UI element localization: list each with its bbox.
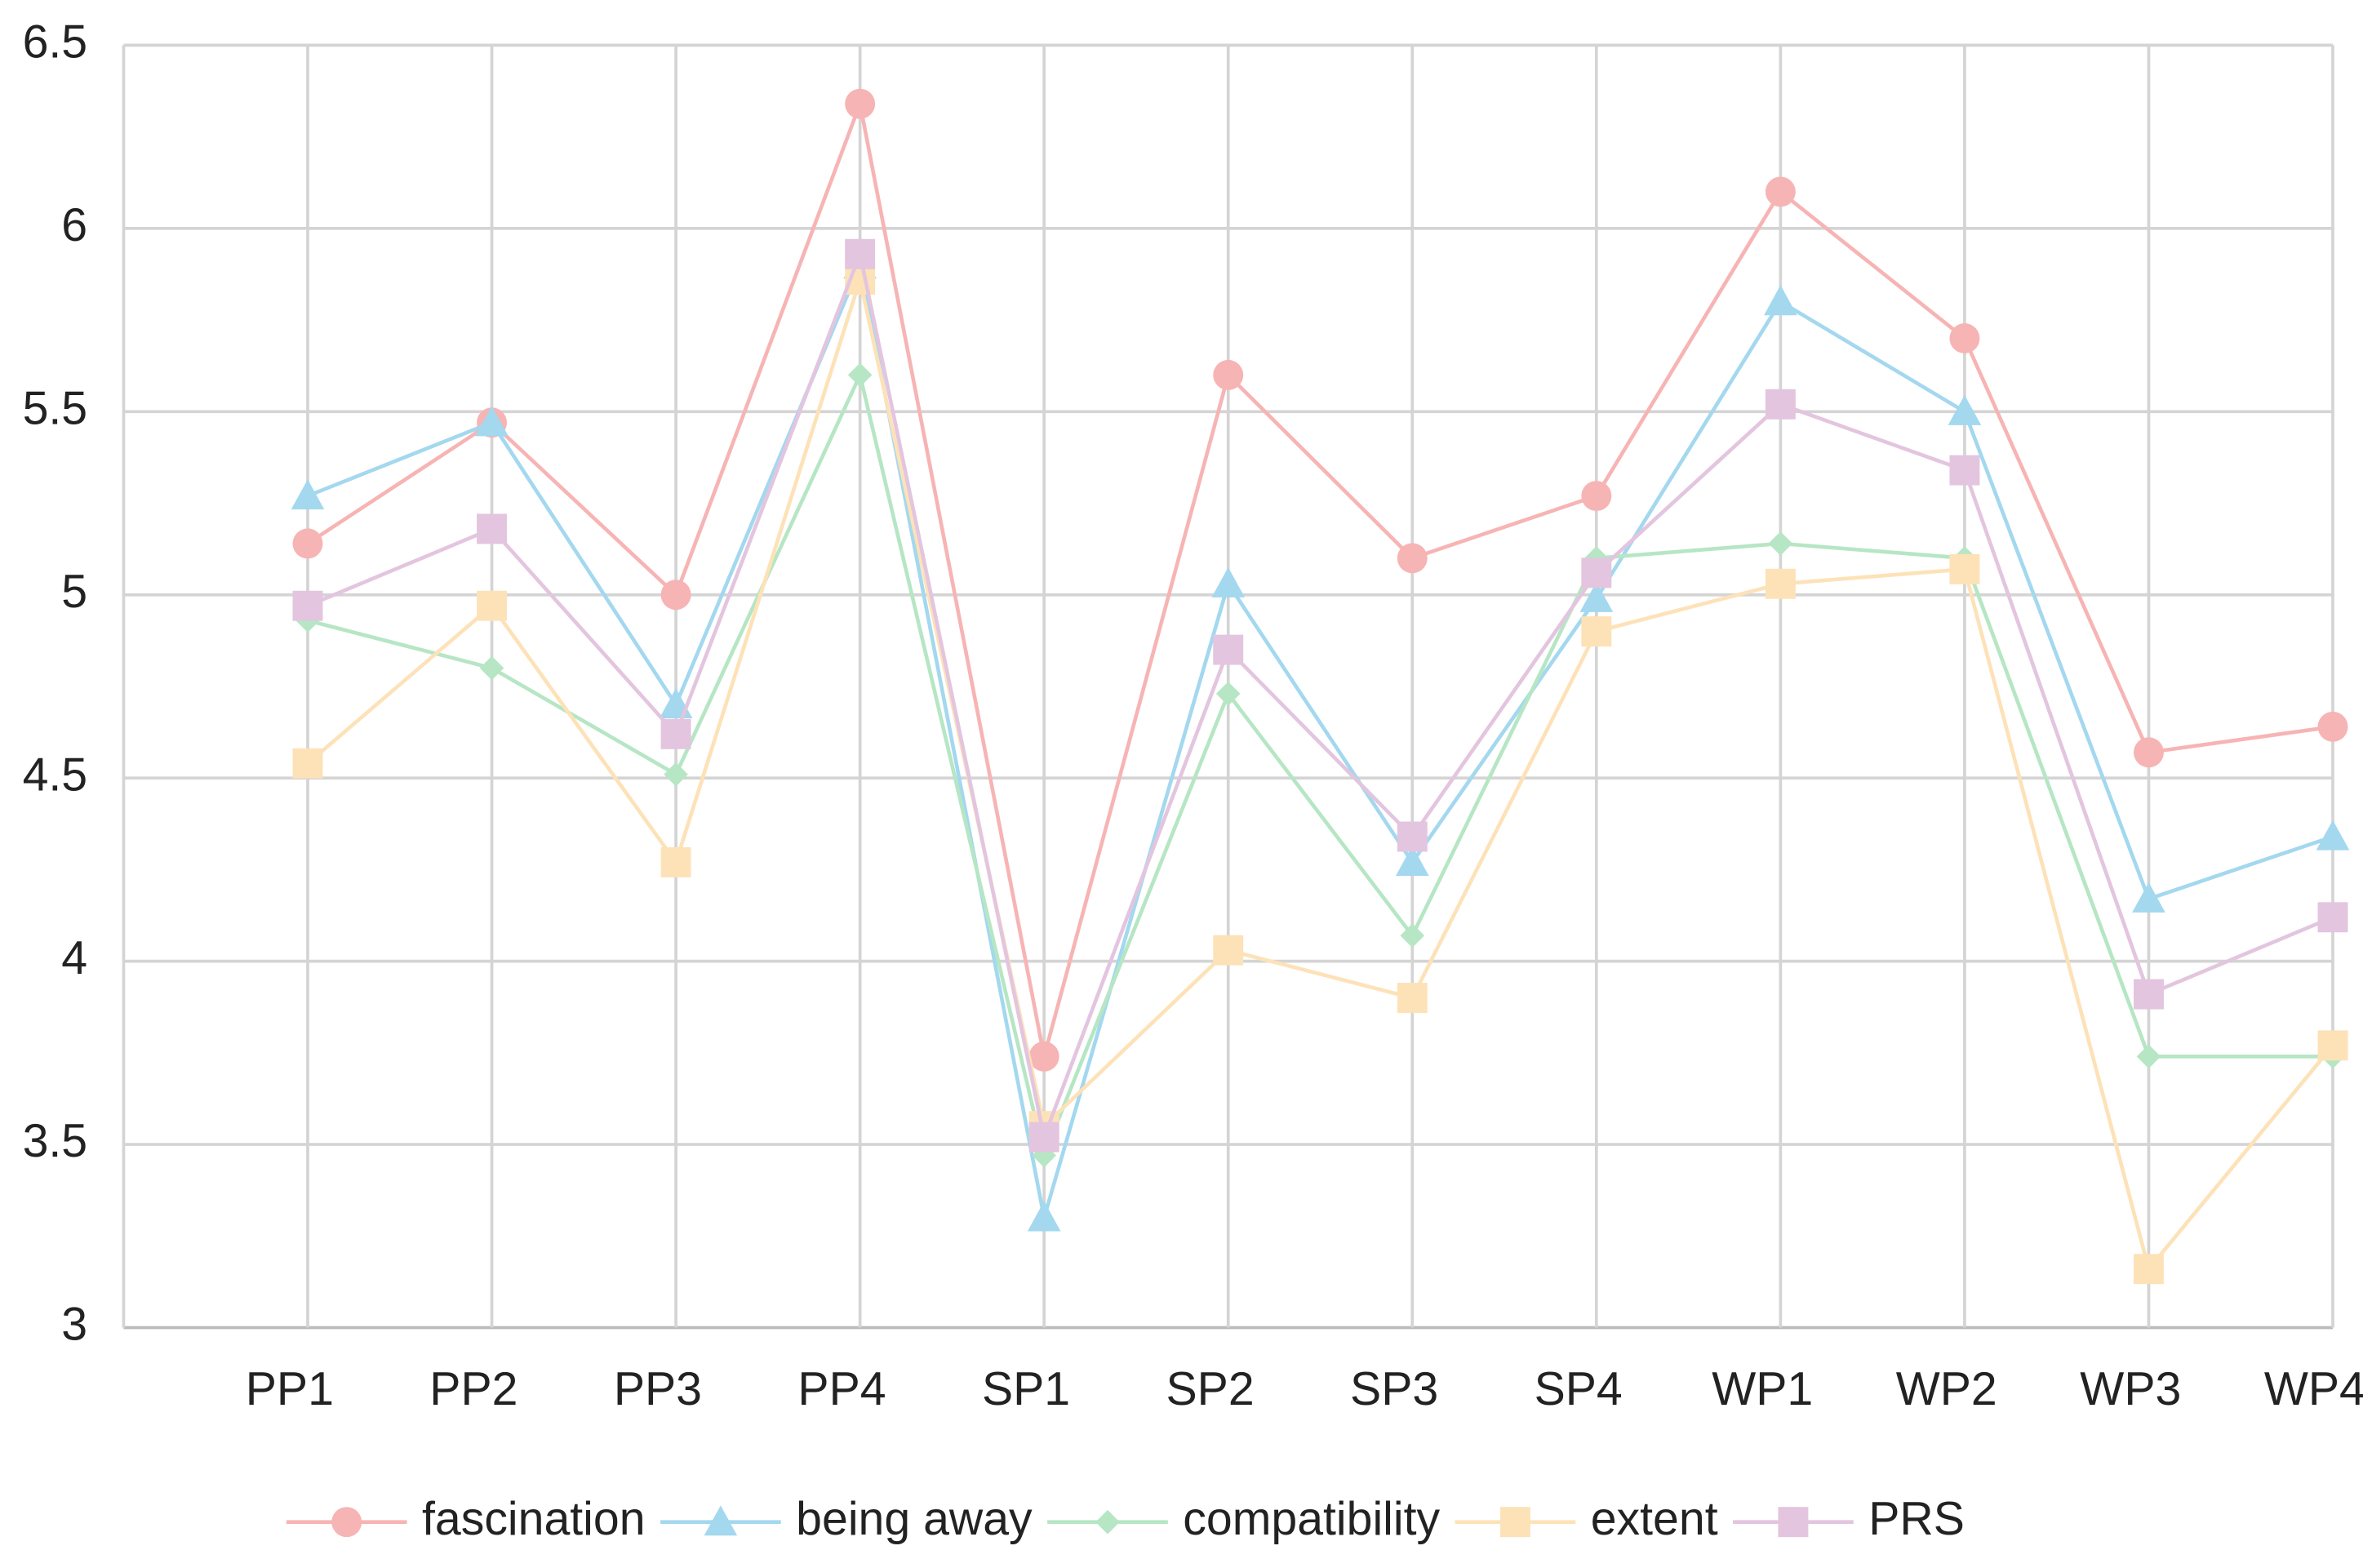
- series-line: [306, 272, 2334, 1273]
- y-tick-label: 5: [61, 566, 87, 618]
- x-tick-label: SP1: [982, 1363, 1070, 1415]
- data-point: [660, 580, 691, 611]
- legend-label: compatibility: [1183, 1493, 1440, 1545]
- y-tick-label: 5.5: [23, 382, 88, 434]
- data-point: [291, 479, 325, 510]
- data-point: [1397, 821, 1428, 852]
- x-tick-label: PP3: [614, 1363, 702, 1415]
- x-tick-label: PP2: [429, 1363, 517, 1415]
- data-point: [2317, 711, 2348, 742]
- y-tick-label: 6: [61, 199, 87, 251]
- y-tick-label: 4: [61, 932, 87, 984]
- data-point: [2317, 1030, 2348, 1061]
- data-point: [1581, 481, 1612, 511]
- data-point: [477, 590, 508, 621]
- data-point: [479, 655, 504, 681]
- data-point: [2136, 1044, 2161, 1069]
- data-point: [1397, 983, 1428, 1013]
- series-line: [307, 258, 2334, 1219]
- data-point: [660, 846, 691, 877]
- x-tick-label: WP3: [2080, 1363, 2181, 1415]
- data-point: [2132, 882, 2165, 913]
- data-point: [2134, 979, 2164, 1010]
- data-point: [2134, 1254, 2164, 1285]
- legend-marker: [331, 1507, 362, 1538]
- x-tick-label: SP2: [1166, 1363, 1255, 1415]
- series-line: [307, 369, 2334, 1162]
- data-point: [845, 88, 876, 119]
- legend-marker: [1095, 1509, 1120, 1535]
- data-point: [475, 406, 509, 437]
- legend-marker: [1778, 1507, 1809, 1538]
- series-line: [306, 96, 2334, 1057]
- data-point: [1213, 359, 1244, 390]
- data-point: [1213, 634, 1244, 665]
- y-tick-label: 3: [61, 1299, 87, 1351]
- data-point: [1027, 1201, 1061, 1232]
- data-point: [1764, 285, 1797, 316]
- data-point: [1948, 394, 1982, 425]
- data-point: [1579, 581, 1614, 612]
- data-point: [1581, 557, 1612, 589]
- y-tick-label: 3.5: [23, 1115, 88, 1167]
- x-tick-label: WP2: [1896, 1363, 1997, 1415]
- data-point: [1211, 566, 1246, 597]
- legend-marker: [704, 1505, 738, 1536]
- data-point: [292, 590, 323, 621]
- legend-label: PRS: [1868, 1493, 1965, 1545]
- data-point: [1765, 176, 1796, 207]
- data-point: [477, 513, 508, 544]
- legend-label: fascination: [422, 1493, 646, 1545]
- data-point: [2316, 820, 2350, 851]
- data-point: [660, 718, 691, 749]
- data-point: [1949, 323, 1980, 353]
- data-point: [1765, 389, 1796, 420]
- legend-label: being away: [796, 1493, 1033, 1545]
- data-point: [292, 748, 323, 779]
- x-tick-label: PP4: [797, 1363, 886, 1415]
- data-point: [1765, 568, 1796, 599]
- data-point: [845, 238, 876, 269]
- series-line: [307, 247, 2334, 1144]
- data-point: [1028, 1122, 1059, 1153]
- data-point: [292, 528, 323, 559]
- x-tick-label: PP1: [246, 1363, 334, 1415]
- legend-label: extent: [1591, 1493, 1718, 1545]
- data-point: [2317, 902, 2348, 933]
- data-point: [2134, 737, 2164, 768]
- data-point: [1768, 531, 1793, 556]
- x-tick-label: SP4: [1535, 1363, 1623, 1415]
- data-point: [1581, 616, 1612, 647]
- data-point: [1028, 1041, 1059, 1072]
- data-point: [664, 762, 688, 787]
- x-tick-label: WP4: [2264, 1363, 2363, 1415]
- x-tick-label: SP3: [1350, 1363, 1438, 1415]
- y-tick-label: 6.5: [23, 16, 88, 69]
- legend-marker: [1499, 1507, 1530, 1538]
- x-tick-label: WP1: [1712, 1363, 1813, 1415]
- data-point: [1949, 553, 1980, 584]
- data-point: [1213, 935, 1244, 966]
- data-point: [1395, 846, 1429, 877]
- data-point: [1949, 455, 1980, 486]
- data-point: [1397, 543, 1428, 574]
- y-tick-label: 4.5: [23, 748, 88, 801]
- data-point: [847, 362, 873, 388]
